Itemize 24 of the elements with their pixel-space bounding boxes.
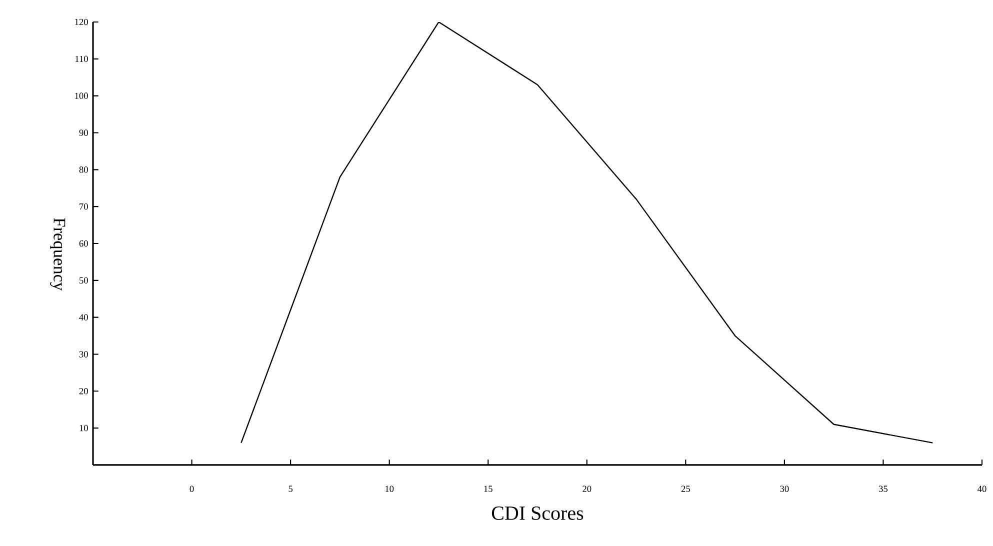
y-tick-label: 60	[79, 240, 88, 247]
y-tick-label: 110	[75, 56, 88, 62]
y-tick-label: 80	[79, 166, 88, 173]
y-tick-label: 30	[79, 351, 88, 358]
x-tick-label: 30	[780, 486, 789, 492]
x-tick-label: 10	[385, 486, 394, 492]
y-tick-label: 70	[80, 203, 88, 210]
y-axis-title: Frequency	[50, 218, 66, 291]
x-tick-label: 0	[190, 486, 194, 492]
y-tick-label: 120	[75, 18, 88, 26]
y-tick-label: 10	[80, 424, 88, 432]
y-tick-label: 100	[75, 92, 88, 99]
line-series	[240, 22, 934, 444]
y-tick-label: 20	[79, 388, 88, 394]
x-tick-label: 20	[582, 486, 592, 492]
y-tick-label: 90	[79, 130, 88, 136]
y-tick-label: 50	[80, 277, 88, 284]
x-tick-label: 15	[484, 486, 492, 492]
x-tick-label: 40	[978, 486, 986, 492]
x-axis-title: CDI Scores	[492, 506, 584, 520]
x-tick-label: 35	[878, 486, 888, 492]
x-tick-label: 5	[288, 486, 293, 492]
x-tick-label: 25	[681, 486, 690, 492]
y-tick-label: 40	[79, 314, 88, 320]
